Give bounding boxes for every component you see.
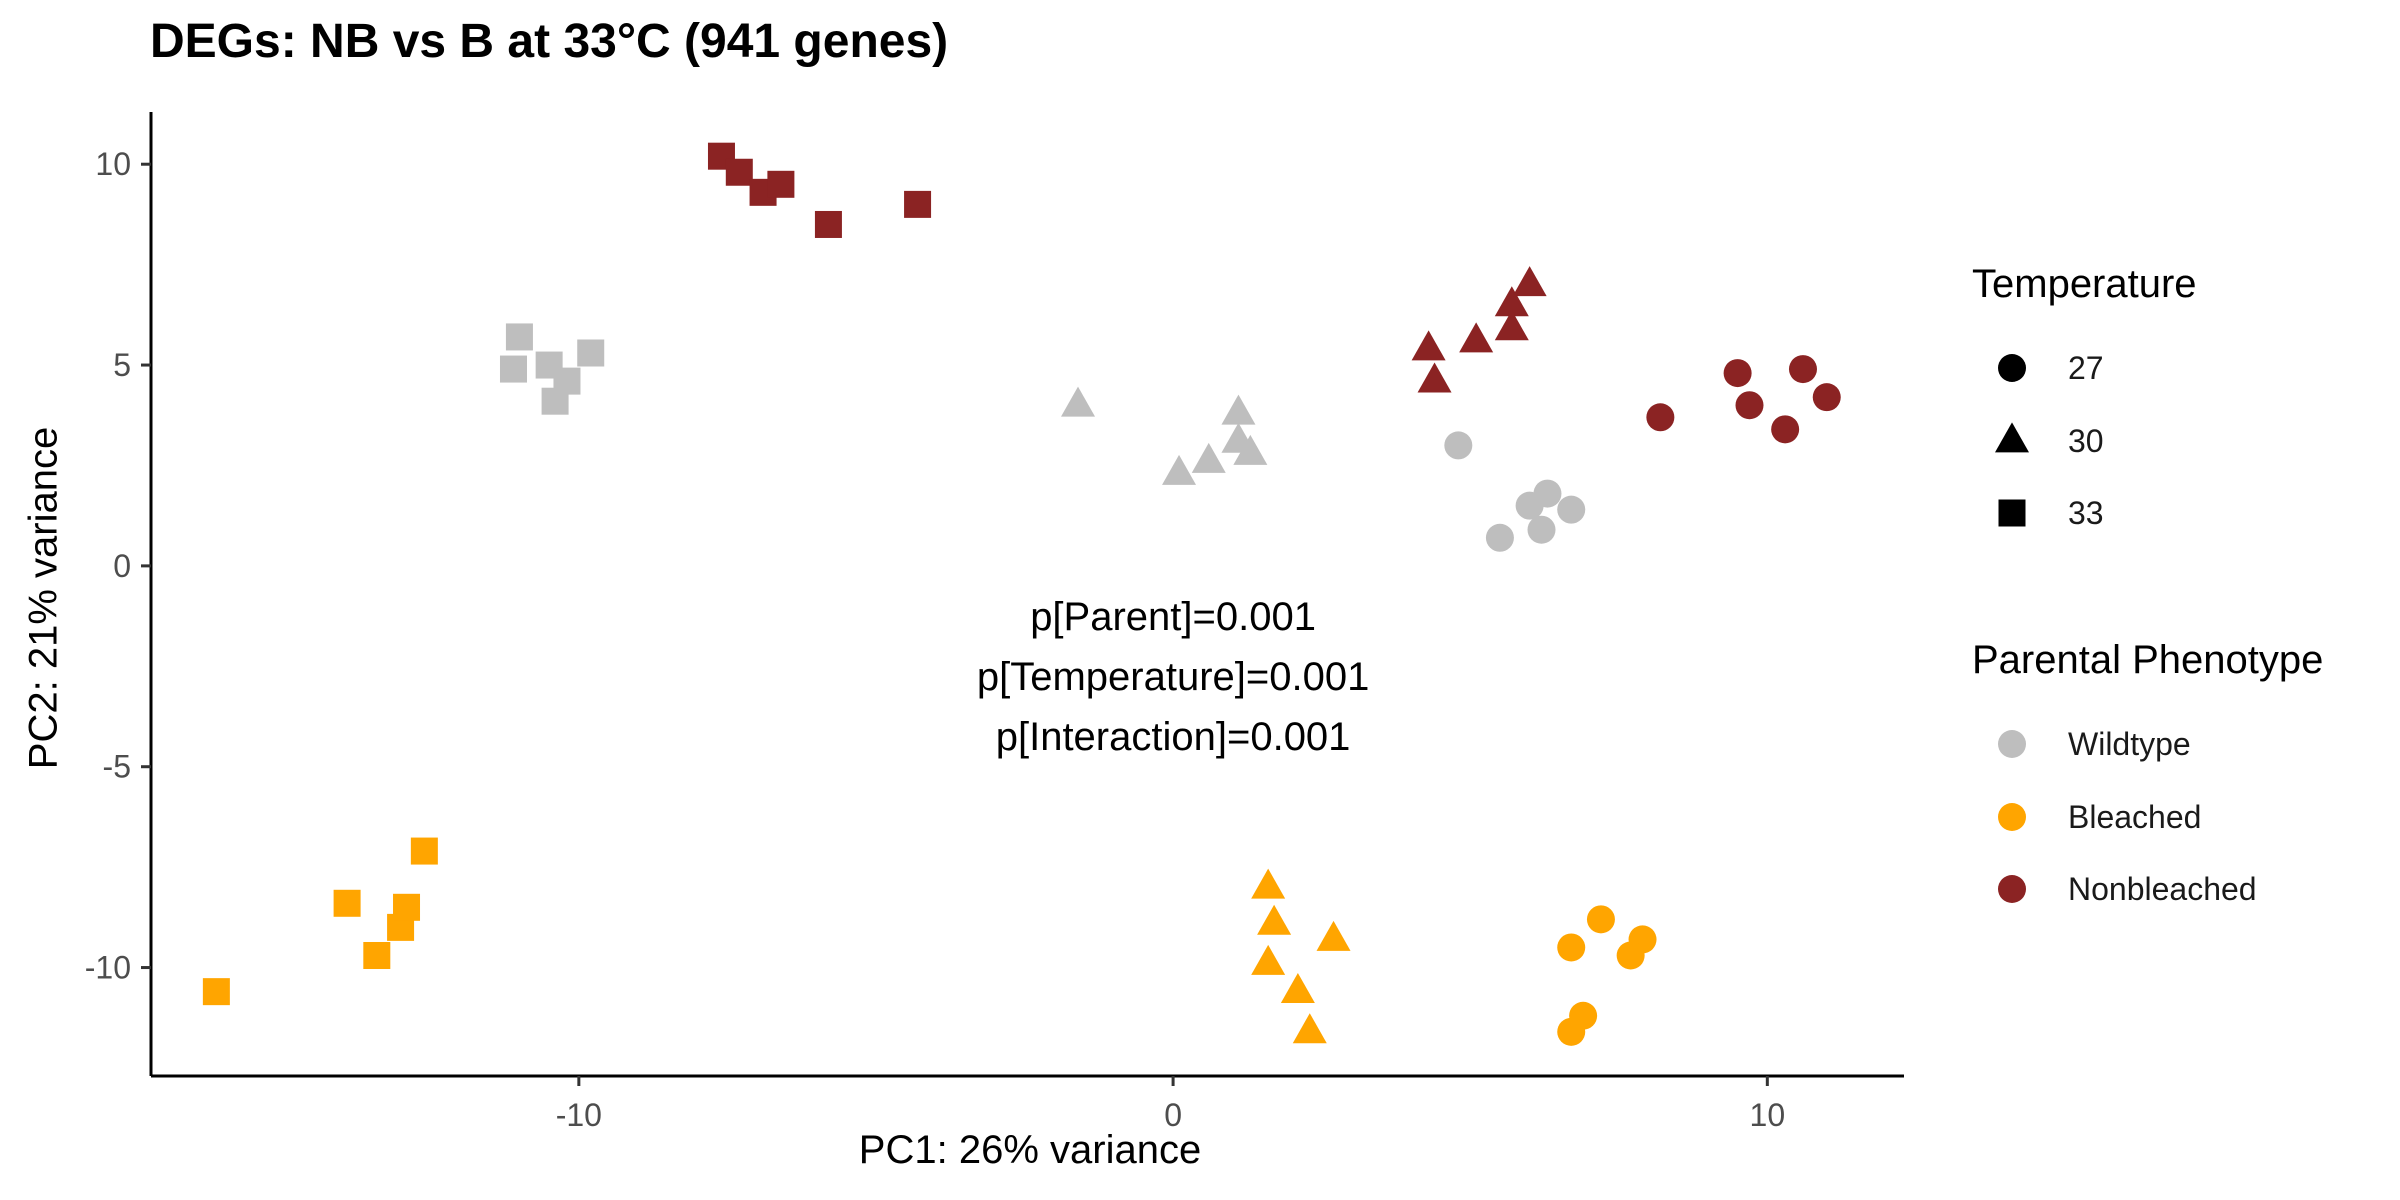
data-point bbox=[1494, 286, 1529, 317]
legend-title-temperature: Temperature bbox=[1972, 262, 2197, 306]
legend-label-nonbleached: Nonbleached bbox=[2068, 871, 2257, 907]
data-point bbox=[1233, 434, 1268, 465]
data-point bbox=[393, 893, 421, 921]
data-point bbox=[1557, 1017, 1586, 1046]
data-point bbox=[1485, 523, 1514, 552]
legend-key-square-icon bbox=[1998, 499, 2026, 527]
annotation-line: p[Temperature]=0.001 bbox=[977, 655, 1369, 699]
legend-label-30: 30 bbox=[2068, 423, 2104, 459]
x-axis-label: PC1: 26% variance bbox=[858, 1128, 1202, 1172]
data-point bbox=[1616, 941, 1645, 970]
p-value-annotation: p[Parent]=0.001 p[Temperature]=0.001 p[Int… bbox=[977, 595, 1369, 759]
data-point bbox=[1280, 973, 1315, 1004]
y-axis-label: PC2: 21% variance bbox=[21, 426, 66, 770]
data-point bbox=[577, 339, 605, 367]
data-point bbox=[541, 387, 569, 415]
data-point bbox=[1417, 362, 1452, 393]
data-point bbox=[1512, 266, 1547, 297]
data-point bbox=[1527, 515, 1556, 544]
data-point bbox=[1061, 386, 1096, 417]
data-point bbox=[1191, 442, 1226, 473]
legend-key-wildtype-icon bbox=[1998, 730, 2026, 758]
x-tick-label: 0 bbox=[1164, 1097, 1182, 1133]
legend-key-circle-icon bbox=[1998, 354, 2026, 382]
data-point bbox=[1646, 403, 1675, 432]
x-tick-label: -10 bbox=[556, 1097, 602, 1133]
data-point bbox=[1723, 359, 1752, 388]
data-point bbox=[1444, 431, 1473, 460]
data-point bbox=[1494, 310, 1529, 341]
y-tick-label: 10 bbox=[95, 146, 131, 182]
data-point bbox=[767, 170, 795, 198]
data-point bbox=[1316, 920, 1351, 951]
data-point bbox=[904, 190, 932, 218]
data-point bbox=[1735, 391, 1764, 420]
data-point bbox=[410, 837, 438, 865]
data-point bbox=[499, 355, 527, 383]
legend-label-27: 27 bbox=[2068, 350, 2104, 386]
x-tick-label: 10 bbox=[1750, 1097, 1786, 1133]
chart-title: DEGs: NB vs B at 33°C (941 genes) bbox=[150, 15, 949, 68]
data-point bbox=[1251, 868, 1286, 899]
legend-label-bleached: Bleached bbox=[2068, 799, 2202, 835]
data-point bbox=[725, 158, 753, 186]
annotation-line: p[Parent]=0.001 bbox=[1030, 595, 1316, 639]
data-point bbox=[1221, 394, 1256, 425]
data-point bbox=[202, 978, 230, 1006]
legend-label-wildtype: Wildtype bbox=[2068, 726, 2191, 762]
data-points bbox=[202, 142, 1841, 1046]
data-point bbox=[1812, 383, 1841, 412]
data-point bbox=[1257, 904, 1292, 935]
data-point bbox=[363, 942, 391, 969]
legend-key-nonbleached-icon bbox=[1998, 875, 2026, 903]
data-point bbox=[1557, 933, 1586, 962]
data-point bbox=[1771, 415, 1800, 444]
data-point bbox=[1459, 322, 1494, 353]
data-point bbox=[1411, 330, 1446, 361]
annotation-line: p[Interaction]=0.001 bbox=[996, 715, 1351, 759]
data-point bbox=[1533, 479, 1562, 508]
data-point bbox=[1788, 355, 1817, 384]
legend-label-33: 33 bbox=[2068, 495, 2104, 531]
legend-key-triangle-icon bbox=[1995, 422, 2029, 453]
y-tick-label: -10 bbox=[85, 950, 131, 986]
data-point bbox=[333, 889, 361, 917]
axis-ticks: -10 0 10 -10 -5 0 5 10 bbox=[85, 146, 1785, 1133]
data-point bbox=[505, 323, 533, 351]
y-tick-label: 5 bbox=[113, 347, 131, 383]
data-point bbox=[1586, 905, 1615, 934]
legend-key-bleached-icon bbox=[1998, 803, 2026, 831]
legend-title-phenotype: Parental Phenotype bbox=[1972, 638, 2324, 682]
legend-keys bbox=[1995, 354, 2029, 903]
y-tick-label: -5 bbox=[103, 749, 131, 785]
y-tick-label: 0 bbox=[113, 548, 131, 584]
data-point bbox=[814, 210, 842, 238]
data-point bbox=[1557, 495, 1586, 524]
data-point bbox=[1292, 1013, 1327, 1044]
data-point bbox=[1162, 454, 1197, 485]
data-point bbox=[1251, 944, 1286, 975]
